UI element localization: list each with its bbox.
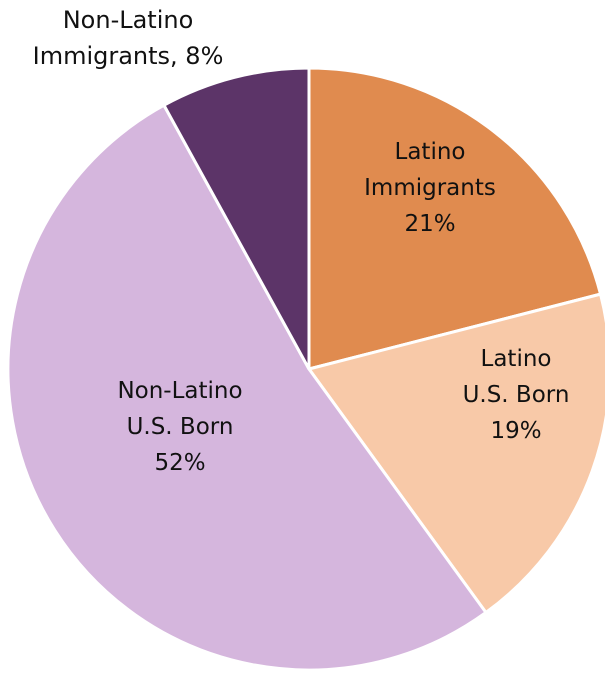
slice-label-latino-immigrants: Latino Immigrants 21% [364, 139, 496, 237]
pie-slice-latino-u-s-born [307, 292, 605, 615]
slice-label-non-latino-immigrants: Non-Latino Immigrants, 8% [33, 6, 224, 70]
pie-slices [6, 66, 605, 672]
slice-label-line: Latino [395, 139, 466, 165]
slice-label-line: U.S. Born [127, 414, 234, 440]
slice-label-line: 19% [490, 418, 541, 444]
slice-label-non-latino-u-s-born: Non-Latino U.S. Born 52% [117, 378, 242, 476]
slice-label-line: U.S. Born [463, 382, 570, 408]
pie-labels: Latino Immigrants 21% Latino U.S. Born 19% Non… [33, 6, 570, 476]
slice-label-line: 52% [154, 450, 205, 476]
slice-label-line: Non-Latino [63, 6, 194, 34]
slice-label-line: Immigrants, 8% [33, 42, 224, 70]
slice-label-line: Non-Latino [117, 378, 242, 404]
slice-label-line: 21% [404, 211, 455, 237]
pie-slice-non-latino-u-s-born [6, 103, 488, 672]
slice-label-line: Immigrants [364, 175, 496, 201]
slice-label-line: Latino [481, 346, 552, 372]
slice-label-latino-u-s-born: Latino U.S. Born 19% [463, 346, 570, 444]
pie-slice-non-latino-immigrants [162, 66, 311, 371]
pie-slice-latino-immigrants [307, 66, 603, 371]
